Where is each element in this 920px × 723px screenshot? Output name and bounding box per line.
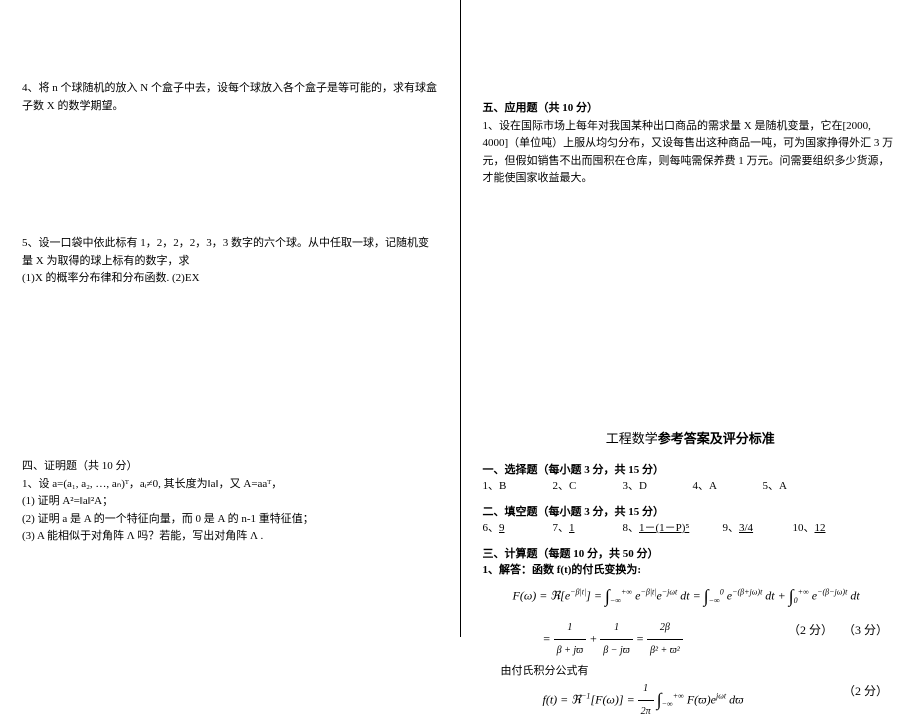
ans-title-subject: 工程数学	[606, 431, 658, 446]
question-4: 4、将 n 个球随机的放入 N 个盒子中去，设每个球放入各个盒子是等可能的，求有…	[22, 80, 438, 115]
section-1-title: 一、选择题（每小题 3 分，共 15 分）	[483, 461, 899, 477]
choice-answers: 1、B 2、C 3、D 4、A 5、A	[483, 477, 899, 493]
section-2-title: 二、填空题（每小题 3 分，共 15 分）	[483, 503, 899, 519]
proof-section: 四、证明题（共 10 分） 1、设 a=(a₁, a₂, …, aₙ)ᵀ，aᵢ≠…	[22, 458, 438, 546]
formula-1: F(ω) = ℜ[e−β|t|] = ∫−∞+∞ e−β|t|e−jωt dt …	[513, 577, 899, 617]
proof-1: 1、设 a=(a₁, a₂, …, aₙ)ᵀ，aᵢ≠0, 其长度为‖a‖，又 A…	[22, 476, 438, 494]
q5-line1: 5、设一口袋中依此标有 1，2，2，2，3，3 数字的六个球。从中任取一球，记随…	[22, 235, 438, 270]
ans-9: 9、3/4	[723, 519, 793, 535]
answer-key-title: 工程数学参考答案及评分标准	[483, 428, 899, 447]
ans-7: 7、1	[553, 519, 623, 535]
proof-4: (3) A 能相似于对角阵 Λ 吗？若能，写出对角阵 Λ .	[22, 528, 438, 546]
ans-8: 8、1－(1－P)⁵	[623, 519, 723, 535]
proof-2: (1) 证明 A²=‖a‖²A；	[22, 493, 438, 511]
calc-head: 1、解答：函数 f(t)的付氏变换为:	[483, 561, 899, 577]
q5-line2: (1)X 的概率分布律和分布函数. (2)EX	[22, 270, 438, 288]
mid-text: 由付氏积分公式有	[501, 662, 899, 678]
ans-2: 2、C	[553, 477, 623, 493]
proof-3: (2) 证明 a 是 A 的一个特征向量，而 0 是 A 的 n-1 重特征值；	[22, 511, 438, 529]
ans-4: 4、A	[693, 477, 763, 493]
proof-title: 四、证明题（共 10 分）	[22, 458, 438, 476]
score-1: （3 分）	[843, 617, 888, 643]
score-2: （2 分）	[788, 617, 833, 643]
ans-1: 1、B	[483, 477, 553, 493]
ans-5: 5、A	[763, 477, 833, 493]
section-3-title: 三、计算题（每题 10 分，共 50 分）	[483, 545, 899, 561]
ans-10: 10、12	[793, 519, 863, 535]
ans-6: 6、9	[483, 519, 553, 535]
ans-title-bold: 参考答案及评分标准	[658, 431, 775, 446]
application-title: 五、应用题（共 10 分）	[483, 100, 899, 118]
question-5: 5、设一口袋中依此标有 1，2，2，2，3，3 数字的六个球。从中任取一球，记随…	[22, 235, 438, 288]
score-3: （2 分）	[843, 678, 888, 704]
formula-3: f(t) = ℜ−1[F(ω)] = 12π ∫−∞+∞ F(ϖ)ejωt dϖ…	[543, 678, 899, 723]
application-question: 1、设在国际市场上每年对我国某种出口商品的需求量 X 是随机变量，它在[2000…	[483, 118, 899, 188]
ans-3: 3、D	[623, 477, 693, 493]
fill-answers: 6、9 7、1 8、1－(1－P)⁵ 9、3/4 10、12	[483, 519, 899, 535]
